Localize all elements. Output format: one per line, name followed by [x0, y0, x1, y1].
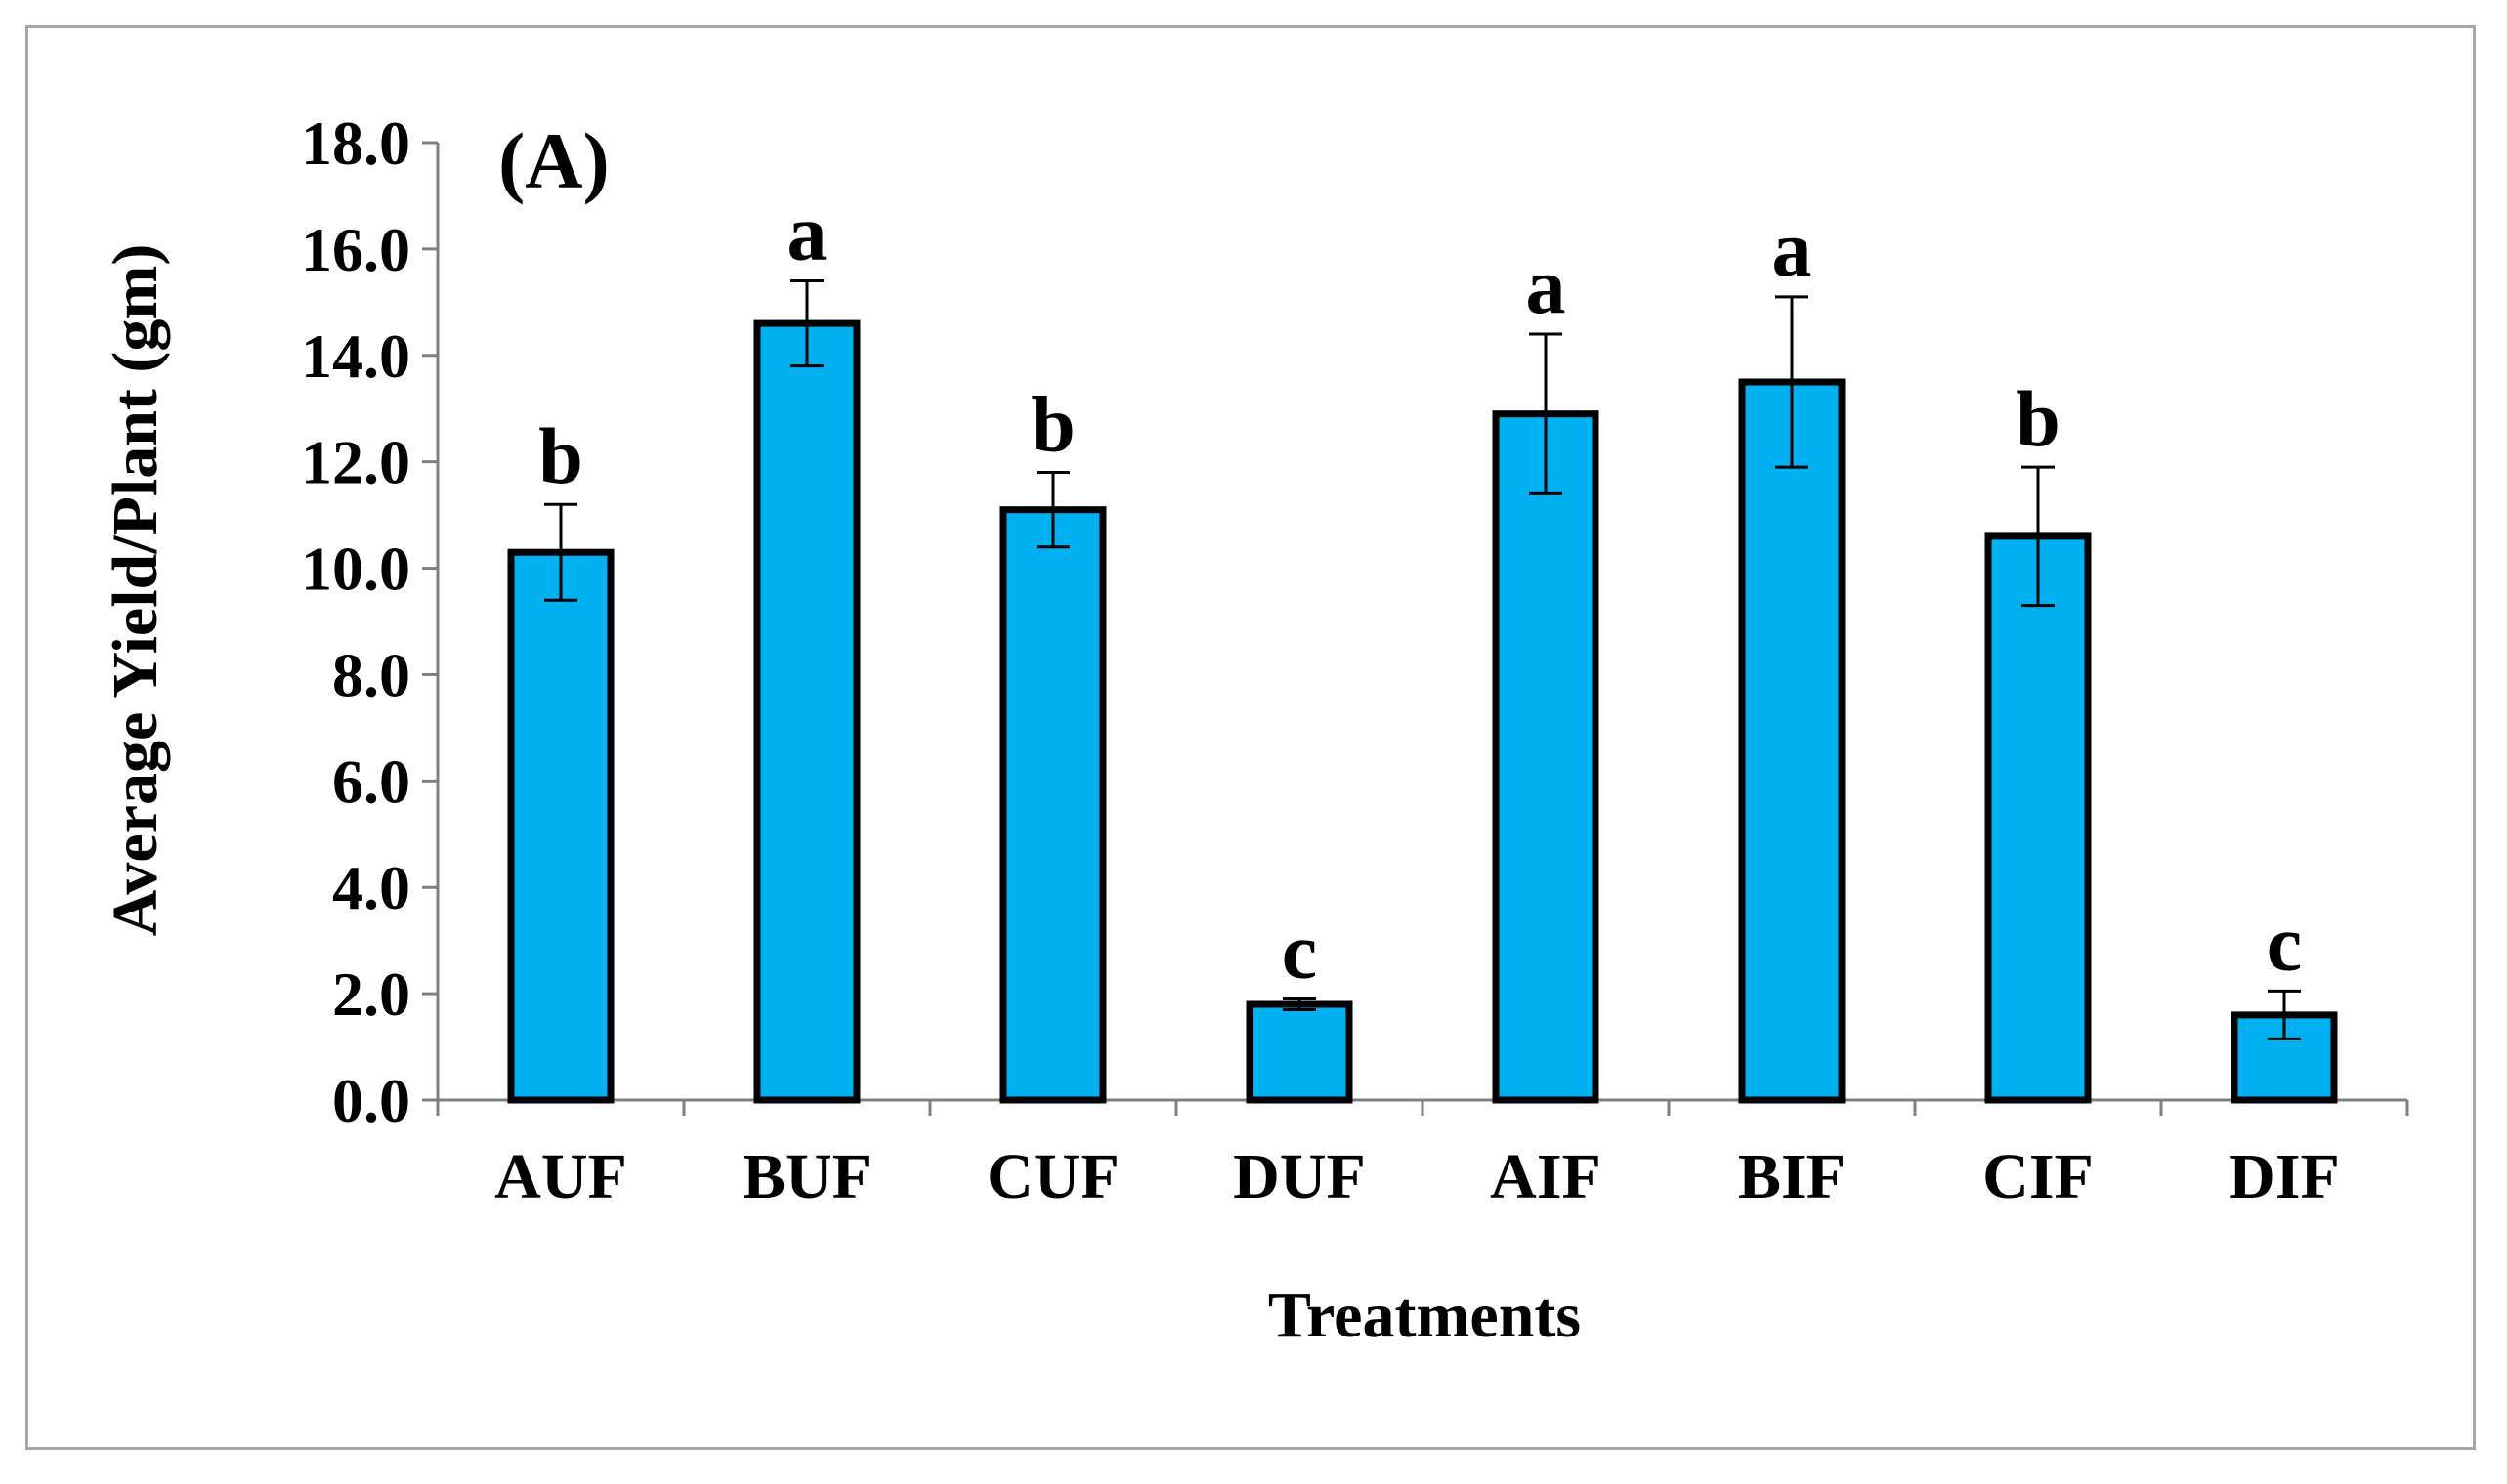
- y-tick-label: 12.0: [301, 428, 410, 497]
- y-tick-label: 18.0: [301, 108, 410, 178]
- x-tick-label: AUF: [494, 1141, 627, 1212]
- y-tick-label: 0.0: [332, 1066, 410, 1135]
- bars: [507, 279, 2338, 1104]
- bar-aif: [1492, 410, 1599, 1104]
- bar-duf: [1246, 1000, 1353, 1104]
- x-tick-label: AIF: [1490, 1141, 1601, 1212]
- x-tick-label: BUF: [743, 1141, 871, 1212]
- y-tick-label: 4.0: [332, 853, 410, 922]
- bar-cuf: [999, 506, 1107, 1104]
- significance-label: c: [1282, 907, 1317, 996]
- x-tick-label: DUF: [1233, 1141, 1366, 1212]
- bar-buf: [753, 319, 861, 1104]
- y-tick-label: 8.0: [332, 640, 410, 709]
- y-tick-label: 6.0: [332, 746, 410, 816]
- bar-cif: [1984, 532, 2092, 1104]
- x-axis-title: Treatments: [1268, 1280, 1581, 1351]
- significance-label: a: [787, 189, 828, 277]
- x-tick-label: CUF: [987, 1141, 1120, 1212]
- significance-label: a: [1526, 241, 1566, 330]
- y-tick-label: 2.0: [332, 959, 410, 1029]
- x-tick-label: DIF: [2229, 1141, 2340, 1212]
- x-tick-label: CIF: [1982, 1141, 2094, 1212]
- bar-auf: [507, 548, 615, 1104]
- significance-label: c: [2267, 898, 2302, 987]
- y-tick-label: 10.0: [301, 534, 410, 604]
- bar-bif: [1738, 378, 1846, 1104]
- significance-label: b: [538, 411, 583, 500]
- y-tick-label: 16.0: [301, 215, 410, 284]
- labels: 0.0 2.0 4.0 6.0 8.0 10.0 12.0 14.0 16.0 18.0 b AUF a…: [301, 108, 2340, 1212]
- significance-label: a: [1772, 204, 1812, 293]
- significance-label: b: [1031, 380, 1076, 469]
- x-tick-label: BIF: [1738, 1141, 1846, 1212]
- significance-label: b: [2016, 374, 2061, 463]
- panel-label: (A): [498, 116, 610, 205]
- y-tick-label: 14.0: [301, 321, 410, 391]
- axes: [422, 141, 2409, 1116]
- y-axis-title: Average Yield/Plant (gm): [100, 244, 171, 937]
